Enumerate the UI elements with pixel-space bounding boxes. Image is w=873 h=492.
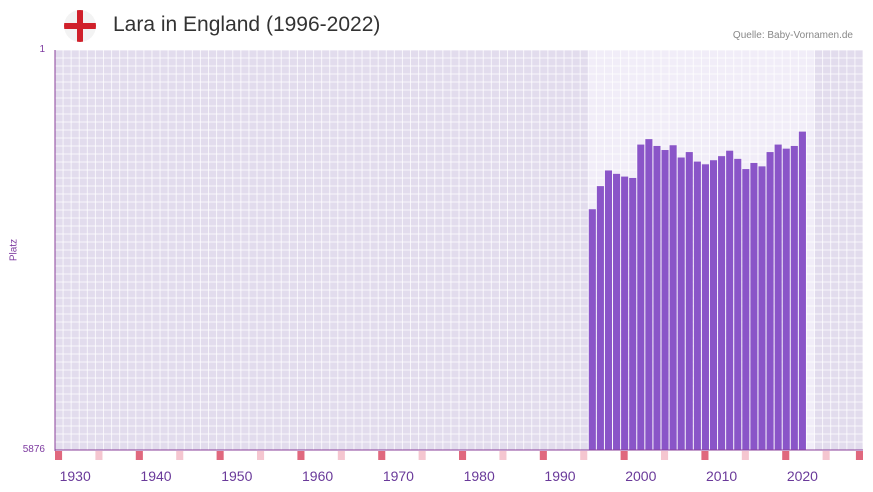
bar-2016 (766, 152, 774, 450)
x-tick-label-2020: 2020 (787, 468, 818, 484)
bar-2004 (669, 145, 677, 450)
bar-2009 (709, 160, 718, 450)
tick-mark-decade (297, 451, 305, 460)
tick-mark-half-decade (418, 451, 426, 460)
tick-mark-half-decade (257, 451, 265, 460)
chart-title: Lara in England (1996-2022) (113, 13, 381, 36)
x-tick-label-1960: 1960 (302, 468, 333, 484)
x-tick-label-2010: 2010 (706, 468, 737, 484)
source-label: Quelle: Baby-Vornamen.de (732, 30, 853, 41)
bar-2002 (653, 145, 661, 450)
bar-1999 (629, 177, 637, 450)
x-tick-label-1980: 1980 (464, 468, 495, 484)
bar-1997 (613, 173, 621, 450)
tick-mark-half-decade (661, 451, 669, 460)
bar-2019 (790, 145, 798, 450)
x-tick-label-1930: 1930 (60, 468, 91, 484)
tick-mark-decade (459, 451, 467, 460)
bar-1998 (621, 176, 629, 451)
tick-mark-half-decade (176, 451, 184, 460)
tick-mark-start (55, 451, 63, 460)
tick-mark-decade (782, 451, 790, 460)
bar-2008 (701, 164, 709, 451)
tick-mark-decade (135, 451, 143, 460)
bar-1996 (604, 170, 613, 450)
bar-2015 (758, 166, 766, 450)
bar-2000 (637, 144, 645, 451)
bar-2017 (774, 144, 782, 451)
tick-mark-half-decade (95, 451, 103, 460)
x-tick-label-1970: 1970 (383, 468, 414, 484)
bar-1994 (588, 209, 596, 450)
bar-2007 (693, 161, 701, 450)
tick-mark-half-decade (337, 451, 345, 460)
x-tick-label-1940: 1940 (140, 468, 171, 484)
y-axis-top-label: 1 (39, 44, 45, 55)
england-flag-icon (64, 10, 96, 42)
bar-2001 (645, 139, 653, 450)
tick-mark-decade (701, 451, 709, 460)
bar-2011 (726, 150, 734, 450)
tick-mark-decade (539, 451, 547, 460)
tick-mark-end (855, 451, 863, 460)
tick-mark-decade (620, 451, 628, 460)
y-axis-bottom-label: 5876 (22, 444, 45, 455)
bar-2012 (734, 158, 742, 450)
bar-2018 (782, 148, 790, 450)
tick-mark-decade (378, 451, 386, 460)
bar-2014 (750, 162, 758, 450)
bar-2003 (661, 150, 669, 450)
bar-2010 (718, 156, 726, 450)
bar-2020 (798, 131, 806, 451)
bar-2013 (742, 169, 750, 450)
tick-mark-half-decade (822, 451, 830, 460)
bar-1995 (596, 186, 604, 451)
tick-mark-decade (216, 451, 224, 460)
grid-lines (54, 49, 864, 451)
bar-2005 (677, 157, 685, 450)
tick-mark-half-decade (580, 451, 588, 460)
x-tick-label-1950: 1950 (221, 468, 252, 484)
x-tick-label-1990: 1990 (544, 468, 575, 484)
tick-mark-half-decade (741, 451, 749, 460)
bar-2006 (685, 152, 693, 450)
tick-mark-half-decade (499, 451, 507, 460)
x-tick-label-2000: 2000 (625, 468, 656, 484)
